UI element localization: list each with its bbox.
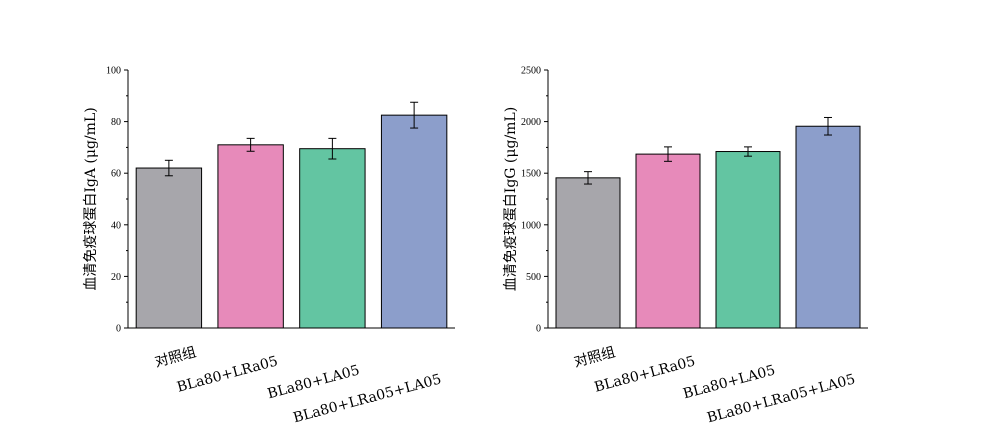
bar-2 bbox=[217, 144, 284, 329]
y-tick-label: 20 bbox=[111, 272, 121, 283]
error-bar-2 bbox=[246, 137, 255, 152]
bar-1 bbox=[135, 167, 203, 329]
error-bar-1 bbox=[584, 171, 592, 185]
y-tick-label: 2000 bbox=[521, 117, 541, 128]
chart-1: 对照组BLa80+LRa05BLa80+LA05BLa80+LRa05+LA05… bbox=[83, 66, 455, 426]
error-bar-3 bbox=[328, 137, 337, 160]
bar-3 bbox=[715, 151, 781, 329]
y-tick-label: 80 bbox=[111, 117, 121, 128]
y-tick-label: 0 bbox=[536, 324, 541, 335]
y-axis-title: 血清免疫球蛋白IgA (μg/mL) bbox=[83, 107, 99, 290]
error-bar-3 bbox=[744, 146, 752, 157]
y-tick-label: 0 bbox=[116, 324, 121, 335]
error-bar-1 bbox=[164, 159, 173, 177]
y-tick-label: 100 bbox=[106, 66, 121, 77]
y-tick-label: 2500 bbox=[521, 66, 541, 77]
y-tick-label: 1000 bbox=[521, 220, 541, 231]
y-tick-label: 1500 bbox=[521, 169, 541, 180]
category-label-1: 对照组 bbox=[153, 344, 198, 370]
bar-4 bbox=[795, 125, 861, 329]
error-bar-2 bbox=[664, 146, 672, 162]
error-bar-4 bbox=[410, 101, 419, 129]
bar-3 bbox=[299, 148, 366, 329]
error-bar-4 bbox=[824, 116, 832, 136]
bar-4 bbox=[380, 114, 448, 329]
y-tick-label: 60 bbox=[111, 169, 121, 180]
bar-2 bbox=[635, 153, 701, 329]
y-axis-title: 血清免疫球蛋白IgG (μg/mL) bbox=[503, 107, 519, 291]
chart-2: 对照组BLa80+LRa05BLa80+LA05BLa80+LRa05+LA05… bbox=[503, 66, 868, 426]
bar-1 bbox=[555, 177, 621, 329]
y-tick-label: 40 bbox=[111, 220, 121, 231]
category-label-1: 对照组 bbox=[572, 344, 617, 370]
y-tick-label: 500 bbox=[526, 272, 541, 283]
